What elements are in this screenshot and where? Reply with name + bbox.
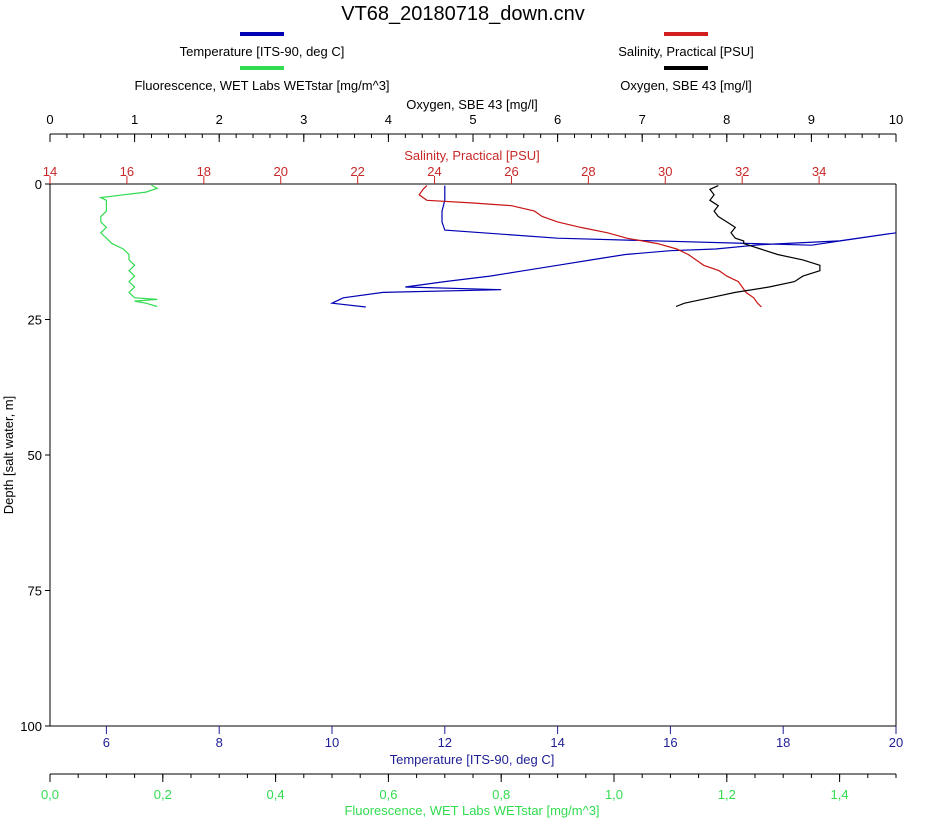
fluorescence-tick-label: 0,0 [41,787,59,802]
salinity-tick-label: 14 [43,164,57,179]
oxygen-tick-label: 0 [46,112,53,127]
depth-axis-title: Depth [salt water, m] [1,396,16,515]
temperature-axis-title: Temperature [ITS-90, deg C] [390,752,555,767]
oxygen-tick-label: 9 [808,112,815,127]
temperature-tick-label: 14 [550,735,564,750]
salinity-tick-label: 30 [658,164,672,179]
depth-tick-label: 75 [28,584,42,599]
oxygen-tick-label: 6 [554,112,561,127]
fluorescence-tick-label: 0,6 [379,787,397,802]
oxygen-tick-label: 3 [300,112,307,127]
series-line-temperature [329,185,897,308]
oxygen-tick-label: 2 [216,112,223,127]
oxygen-tick-label: 10 [889,112,903,127]
depth-tick-label: 25 [28,313,42,328]
legend: Temperature [ITS-90, deg C] Salinity, Pr… [134,32,754,93]
temperature-tick-label: 8 [216,735,223,750]
legend-label-salinity: Salinity, Practical [PSU] [618,44,754,59]
salinity-tick-label: 20 [273,164,287,179]
legend-swatch-oxygen [664,66,708,70]
temperature-tick-label: 18 [776,735,790,750]
legend-label-oxygen: Oxygen, SBE 43 [mg/l] [620,78,752,93]
chart-title: VT68_20180718_down.cnv [341,3,585,25]
salinity-axis-title: Salinity, Practical [PSU] [404,148,540,163]
axis-lines [49,133,897,775]
legend-swatch-fluorescence [240,66,284,70]
fluorescence-tick-label: 1,2 [718,787,736,802]
salinity-tick-label: 18 [197,164,211,179]
plot-area [98,184,897,308]
salinity-tick-label: 22 [350,164,364,179]
salinity-tick-label: 26 [504,164,518,179]
legend-swatch-salinity [664,32,708,36]
legend-swatch-temperature [240,32,284,36]
fluorescence-tick-label: 1,4 [831,787,849,802]
temperature-tick-label: 6 [103,735,110,750]
salinity-tick-label: 34 [812,164,826,179]
series-line-oxygen [675,185,821,308]
oxygen-axis-title: Oxygen, SBE 43 [mg/l] [406,97,538,112]
temperature-tick-label: 10 [325,735,339,750]
salinity-tick-label: 16 [120,164,134,179]
legend-label-temperature: Temperature [ITS-90, deg C] [180,44,345,59]
depth-tick-label: 0 [35,177,42,192]
fluorescence-tick-label: 0,4 [267,787,285,802]
salinity-tick-label: 28 [581,164,595,179]
depth-tick-label: 100 [20,719,42,734]
oxygen-tick-label: 4 [385,112,392,127]
fluorescence-axis-title: Fluorescence, WET Labs WETstar [mg/m^3] [344,803,599,818]
fluorescence-tick-label: 0,2 [154,787,172,802]
oxygen-tick-label: 5 [469,112,476,127]
temperature-tick-label: 20 [889,735,903,750]
oxygen-tick-label: 8 [723,112,730,127]
fluorescence-tick-label: 0,8 [492,787,510,802]
salinity-tick-label: 32 [735,164,749,179]
legend-label-fluorescence: Fluorescence, WET Labs WETstar [mg/m^3] [134,78,389,93]
fluorescence-tick-label: 1,0 [605,787,623,802]
temperature-tick-label: 16 [663,735,677,750]
temperature-tick-label: 12 [438,735,452,750]
series-line-salinity [418,185,762,308]
salinity-tick-label: 24 [427,164,441,179]
oxygen-tick-label: 1 [131,112,138,127]
oxygen-tick-label: 7 [639,112,646,127]
depth-tick-label: 50 [28,448,42,463]
series-line-fluorescence [98,184,159,308]
